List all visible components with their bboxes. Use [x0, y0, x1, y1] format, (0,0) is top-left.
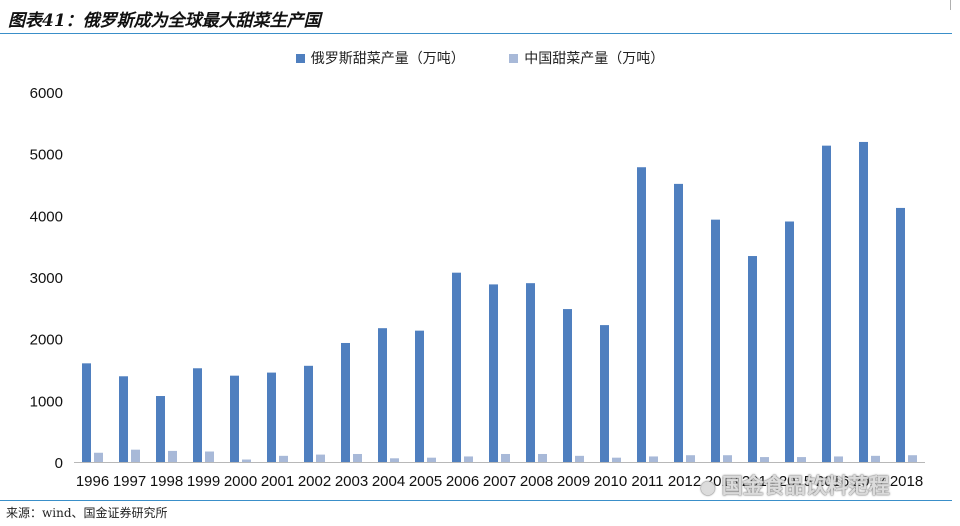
bar-russia — [156, 396, 165, 462]
bar-china — [908, 455, 917, 462]
x-tick-label: 2003 — [335, 473, 368, 490]
x-tick-label: 2011 — [631, 473, 663, 490]
x-tick-label: 2004 — [372, 473, 405, 490]
title-rule — [0, 33, 952, 34]
x-tick-label: 2007 — [483, 473, 516, 490]
bar-russia — [415, 330, 424, 462]
bar-china — [279, 455, 288, 462]
bar-russia — [637, 167, 646, 462]
watermark: ● 国金食品饮料范程 — [700, 470, 890, 500]
bar-china — [686, 455, 695, 462]
bar-russia — [563, 309, 572, 462]
bar-china — [723, 455, 732, 462]
watermark-text: 国金食品饮料范程 — [721, 474, 890, 498]
y-tick-label: 2000 — [30, 332, 63, 349]
bar-russia — [304, 365, 313, 462]
bar-russia — [526, 283, 535, 462]
x-tick-label: 2000 — [224, 473, 257, 490]
bar-china — [205, 451, 214, 462]
wechat-icon: ● — [700, 477, 716, 498]
bar-china — [242, 459, 251, 462]
x-tick-label: 1996 — [76, 473, 109, 490]
bar-china — [390, 458, 399, 462]
legend-label-russia: 俄罗斯甜菜产量（万吨） — [310, 51, 465, 67]
bar-china — [168, 450, 177, 462]
bar-china — [649, 456, 658, 462]
bar-russia — [822, 145, 831, 462]
bar-russia — [378, 328, 387, 462]
bar-russia — [600, 325, 609, 462]
x-tick-label: 2012 — [668, 473, 701, 490]
bar-russia — [267, 372, 276, 462]
bar-russia — [785, 221, 794, 462]
x-tick-label: 1999 — [187, 473, 220, 490]
y-tick-label: 1000 — [30, 393, 63, 410]
x-tick-label: 2002 — [298, 473, 331, 490]
bar-china — [575, 455, 584, 462]
bar-russia — [711, 219, 720, 462]
chart-legend: 俄罗斯甜菜产量（万吨） 中国甜菜产量（万吨） — [0, 48, 960, 68]
x-tick-label: 2008 — [520, 473, 553, 490]
y-tick-label: 0 — [55, 455, 63, 472]
bar-china — [94, 452, 103, 462]
bar-china — [538, 453, 547, 462]
bar-russia — [341, 342, 350, 462]
source-note: 来源：wind、国金证券研究所 — [6, 506, 168, 520]
y-tick-label: 5000 — [30, 147, 63, 164]
corner-mark — [950, 0, 951, 10]
bar-china — [131, 449, 140, 462]
x-tick-label: 1998 — [150, 473, 183, 490]
legend-swatch-russia — [295, 53, 305, 63]
y-tick-label: 3000 — [30, 270, 63, 287]
bar-china — [427, 457, 436, 462]
x-tick-label: 2001 — [261, 473, 294, 490]
y-tick-label: 6000 — [30, 85, 63, 102]
bar-china — [316, 454, 325, 462]
bar-russia — [230, 375, 239, 462]
bar-china — [760, 457, 769, 462]
bar-russia — [674, 183, 683, 462]
legend-item-china: 中国甜菜产量（万吨） — [509, 48, 664, 68]
x-tick-label: 2005 — [409, 473, 442, 490]
bar-russia — [193, 368, 202, 462]
figure-title: 图表41：俄罗斯成为全球最大甜菜生产国 — [8, 11, 321, 31]
x-tick-label: 2014 — [742, 473, 775, 490]
bar-china — [464, 456, 473, 462]
bar-china — [612, 457, 621, 462]
bar-china — [871, 455, 880, 462]
x-tick-label: 2013 — [705, 473, 738, 490]
bar-russia — [119, 376, 128, 462]
x-tick-label: 2006 — [446, 473, 479, 490]
x-tick-label: 2018 — [890, 473, 923, 490]
bar-china — [353, 453, 362, 462]
y-tick-label: 4000 — [30, 208, 63, 225]
title-bar: 图表41：俄罗斯成为全球最大甜菜生产国 — [0, 0, 960, 34]
bar-russia — [82, 363, 91, 462]
x-tick-label: 2010 — [594, 473, 627, 490]
bar-china — [797, 457, 806, 462]
legend-swatch-china — [509, 53, 519, 63]
legend-label-china: 中国甜菜产量（万吨） — [524, 51, 665, 67]
x-tick-label: 2017 — [853, 473, 886, 490]
bar-china — [834, 456, 843, 462]
x-tick-label: 2009 — [557, 473, 590, 490]
x-tick-label: 2016 — [816, 473, 849, 490]
x-tick-label: 2015 — [779, 473, 812, 490]
legend-item-russia: 俄罗斯甜菜产量（万吨） — [295, 48, 465, 68]
bar-russia — [748, 256, 757, 462]
bar-russia — [896, 207, 905, 462]
bar-china — [501, 453, 510, 462]
bar-russia — [489, 284, 498, 462]
footer-rule — [0, 500, 952, 501]
bar-russia — [859, 141, 868, 462]
x-tick-label: 1997 — [113, 473, 146, 490]
bar-russia — [452, 272, 461, 462]
